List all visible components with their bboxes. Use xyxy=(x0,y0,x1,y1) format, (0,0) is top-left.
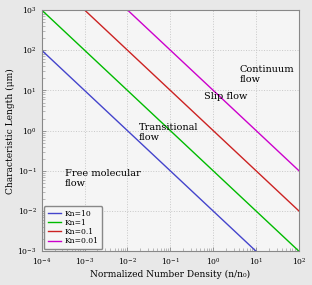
Kn=1 xyxy=(40,8,43,12)
Line: Kn=1: Kn=1 xyxy=(41,10,299,251)
Kn=0.1 xyxy=(192,110,195,114)
Kn=0.1 xyxy=(234,150,237,153)
Text: Transitional
flow: Transitional flow xyxy=(139,123,198,142)
Kn=1 xyxy=(192,150,195,154)
Kn=10 xyxy=(192,191,195,194)
Legend: Kn=10, Kn=1, Kn=0.1, Kn=0.01: Kn=10, Kn=1, Kn=0.1, Kn=0.01 xyxy=(44,206,102,249)
Line: Kn=0.1: Kn=0.1 xyxy=(41,0,299,211)
Kn=0.1 xyxy=(212,129,216,133)
Kn=1 xyxy=(156,117,160,121)
Kn=0.01 xyxy=(156,37,160,40)
Kn=1 xyxy=(297,250,301,253)
Text: Free molecular
flow: Free molecular flow xyxy=(65,169,141,188)
Kn=1 xyxy=(234,190,237,194)
Kn=10 xyxy=(234,230,237,234)
Kn=10 xyxy=(106,111,110,114)
X-axis label: Normalized Number Density (n/n₀): Normalized Number Density (n/n₀) xyxy=(90,270,251,280)
Kn=0.01 xyxy=(192,70,195,74)
Line: Kn=0.01: Kn=0.01 xyxy=(41,0,299,171)
Kn=0.1 xyxy=(297,209,301,213)
Kn=1 xyxy=(106,70,110,74)
Kn=10 xyxy=(85,91,89,95)
Kn=1 xyxy=(85,51,89,54)
Text: Continuum
flow: Continuum flow xyxy=(239,65,294,84)
Kn=0.01 xyxy=(212,89,216,92)
Kn=1 xyxy=(212,170,216,173)
Kn=10 xyxy=(156,158,160,161)
Line: Kn=10: Kn=10 xyxy=(41,50,299,285)
Kn=0.01 xyxy=(234,109,237,113)
Y-axis label: Characteristic Length (μm): Characteristic Length (μm) xyxy=(6,68,15,194)
Kn=10 xyxy=(40,48,43,52)
Kn=10 xyxy=(212,210,216,213)
Kn=0.1 xyxy=(156,77,160,81)
Kn=0.01 xyxy=(297,169,301,173)
Kn=0.1 xyxy=(106,30,110,34)
Text: Slip flow: Slip flow xyxy=(204,92,247,101)
Kn=0.1 xyxy=(85,11,89,14)
